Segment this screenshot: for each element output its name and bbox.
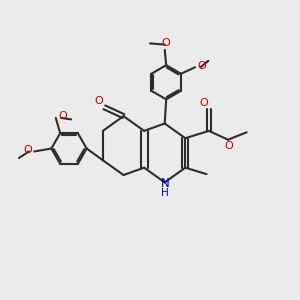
Text: O: O [95, 96, 103, 106]
Text: N: N [161, 177, 170, 190]
Text: O: O [224, 141, 233, 151]
Text: O: O [199, 98, 208, 109]
Text: O: O [161, 38, 170, 48]
Text: O: O [197, 61, 206, 71]
Text: O: O [58, 111, 67, 122]
Text: H: H [161, 188, 169, 198]
Text: O: O [23, 145, 32, 155]
